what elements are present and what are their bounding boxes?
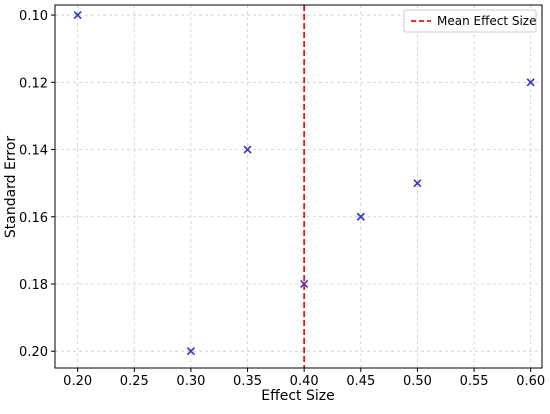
data-point	[526, 78, 535, 87]
y-tick-label: 0.14	[19, 144, 48, 159]
x-tick-label: 0.60	[516, 374, 545, 389]
data-point	[73, 11, 82, 20]
x-tick-label: 0.35	[233, 374, 262, 389]
data-point	[300, 279, 309, 289]
legend-box	[403, 9, 537, 33]
y-tick-label: 0.16	[19, 211, 48, 226]
y-tick-label: 0.12	[19, 76, 48, 91]
x-axis-label: Effect Size	[261, 388, 334, 404]
ticks-layer: 0.20 0.25 0.30 0.35 0.40 0.45 0.50 0.55 0.60 0.10…	[19, 9, 545, 389]
plot-frame	[54, 4, 543, 369]
data-point	[413, 179, 422, 188]
y-tick-label: 0.18	[19, 278, 48, 293]
y-tick-label: 0.20	[19, 345, 48, 360]
marks-layer	[73, 5, 535, 368]
x-tick-label: 0.50	[403, 374, 432, 389]
y-tick-label: 0.10	[19, 9, 48, 24]
x-tick-label: 0.40	[290, 374, 319, 389]
x-tick-label: 0.30	[176, 374, 205, 389]
data-point	[243, 145, 252, 154]
data-point	[186, 347, 195, 356]
x-tick-label: 0.25	[120, 374, 149, 389]
grid-layer	[55, 5, 542, 368]
x-tick-label: 0.55	[460, 374, 489, 389]
legend: Mean Effect Size	[403, 9, 537, 33]
legend-label: Mean Effect Size	[437, 14, 537, 28]
x-tick-label: 0.20	[63, 374, 92, 389]
data-point	[356, 212, 365, 221]
x-tick-label: 0.45	[346, 374, 375, 389]
y-axis-label: Standard Error	[3, 136, 19, 239]
